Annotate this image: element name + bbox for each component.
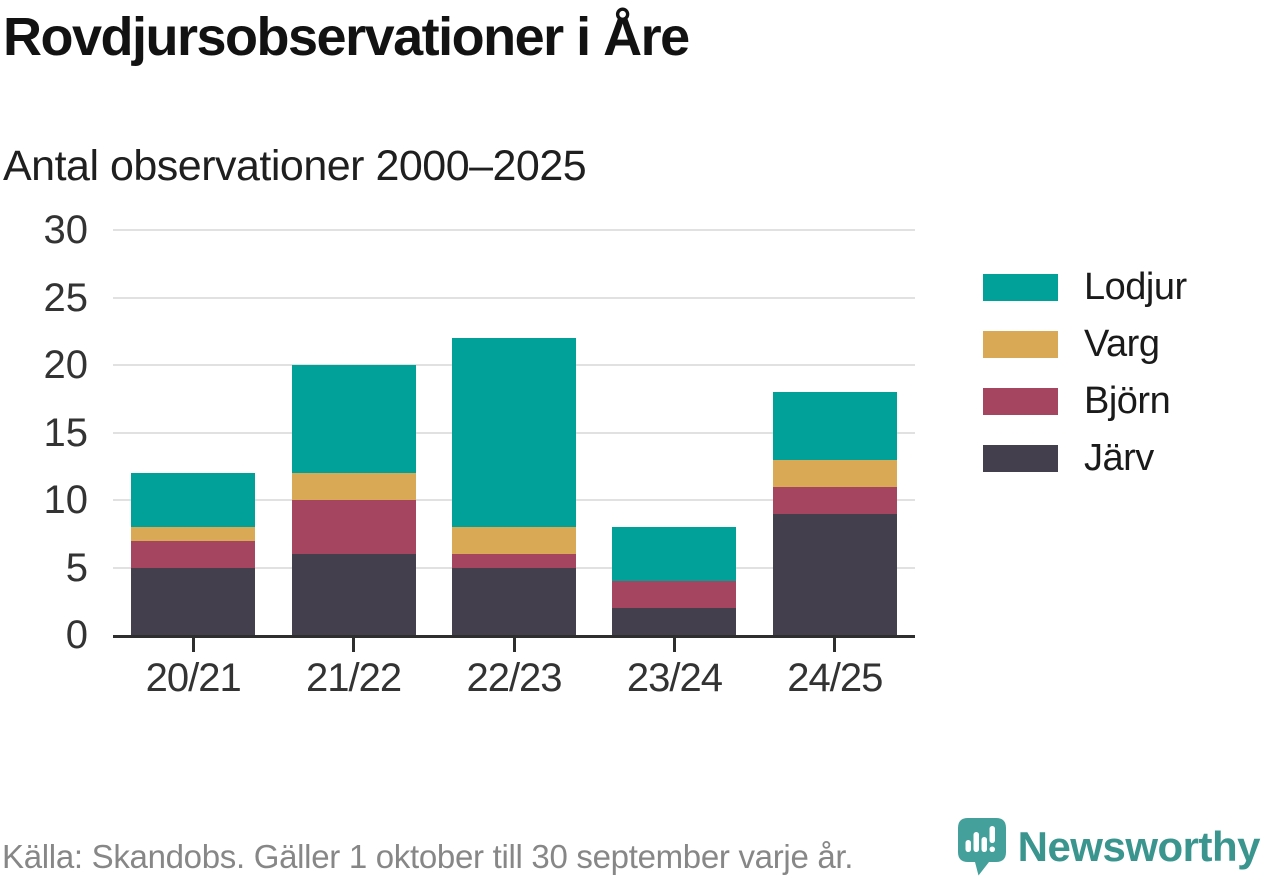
x-axis-label: 24/25 xyxy=(787,656,883,700)
stacked-bar-24/25 xyxy=(772,392,897,635)
x-axis-label: 23/24 xyxy=(626,656,723,700)
legend-item-järv: Järv xyxy=(983,437,1187,480)
stacked-bar-23/24 xyxy=(612,527,737,635)
newsworthy-wordmark: Newsworthy xyxy=(1017,822,1261,870)
gridline-25 xyxy=(113,296,915,299)
y-axis-label: 10 xyxy=(43,478,89,522)
bar-slot-23/24 xyxy=(594,230,754,635)
bar-segment-björn xyxy=(131,540,256,568)
x-tick xyxy=(672,638,676,652)
legend-swatch-björn xyxy=(983,388,1058,415)
gridline-30 xyxy=(113,229,915,231)
legend-label: Lodjur xyxy=(1084,266,1187,308)
bar-segment-björn xyxy=(772,486,897,514)
x-slot-21/22: 21/22 xyxy=(273,638,433,701)
bar-segment-lodjur xyxy=(452,338,577,527)
bar-slot-24/25 xyxy=(755,230,915,635)
stacked-bar-22/23 xyxy=(452,338,577,635)
bar-segment-järv xyxy=(452,567,577,635)
source-text: Källa: Skandobs. Gäller 1 oktober till 3… xyxy=(2,838,854,875)
bar-series xyxy=(113,230,915,635)
chart-subtitle: Antal observationer 2000–2025 xyxy=(3,142,587,190)
y-axis-label: 20 xyxy=(43,343,89,387)
y-axis-label: 25 xyxy=(43,275,89,320)
legend-label: Järv xyxy=(1084,437,1154,479)
x-axis-labels: 20/21 21/22 22/23 23/24 24/25 xyxy=(113,638,915,701)
bar-segment-järv xyxy=(772,513,897,635)
legend-swatch-järv xyxy=(983,445,1058,472)
newsworthy-logo: Newsworthy xyxy=(957,817,1261,876)
bar-segment-lodjur xyxy=(291,365,416,473)
stacked-bar-20/21 xyxy=(131,473,256,635)
x-slot-24/25: 24/25 xyxy=(755,638,915,701)
x-axis-label: 20/21 xyxy=(145,656,242,700)
bar-slot-20/21 xyxy=(113,230,273,635)
legend: Lodjur Varg Björn Järv xyxy=(983,266,1187,494)
legend-swatch-varg xyxy=(983,331,1058,358)
x-slot-22/23: 22/23 xyxy=(434,638,594,701)
x-tick xyxy=(512,638,516,652)
x-tick xyxy=(352,638,356,652)
bar-segment-järv xyxy=(131,567,256,635)
bar-segment-lodjur xyxy=(131,473,256,527)
bar-segment-björn xyxy=(612,581,737,608)
bar-slot-21/22 xyxy=(273,230,433,635)
x-axis-label: 21/22 xyxy=(306,656,402,700)
y-axis-label: 15 xyxy=(43,410,89,455)
y-axis-labels: 0 5 10 15 20 25 30 xyxy=(0,209,89,656)
legend-item-varg: Varg xyxy=(983,323,1187,366)
newsworthy-icon xyxy=(957,818,1006,876)
bar-segment-björn xyxy=(291,500,416,554)
x-tick xyxy=(833,638,837,652)
y-axis-label: 0 xyxy=(65,613,88,657)
bar-segment-varg xyxy=(772,459,897,487)
chart-title: Rovdjursobservationer i Åre xyxy=(3,7,690,67)
bar-segment-järv xyxy=(612,608,737,635)
x-slot-20/21: 20/21 xyxy=(113,638,273,701)
bar-segment-lodjur xyxy=(772,392,897,460)
plot-area xyxy=(113,229,915,638)
bar-segment-varg xyxy=(291,473,416,500)
bar-segment-järv xyxy=(291,554,416,635)
bar-segment-björn xyxy=(452,554,577,568)
legend-label: Björn xyxy=(1084,380,1171,422)
y-axis-label: 30 xyxy=(43,208,89,252)
x-axis-label: 22/23 xyxy=(466,656,562,700)
bar-segment-lodjur xyxy=(612,527,737,581)
legend-swatch-lodjur xyxy=(983,274,1058,301)
stacked-bar-21/22 xyxy=(291,365,416,635)
legend-item-lodjur: Lodjur xyxy=(983,266,1187,309)
legend-item-björn: Björn xyxy=(983,380,1187,423)
x-tick xyxy=(191,638,195,652)
y-axis-label: 5 xyxy=(65,545,88,590)
bar-segment-varg xyxy=(131,527,256,541)
legend-label: Varg xyxy=(1084,323,1160,365)
bar-slot-22/23 xyxy=(434,230,594,635)
bar-segment-varg xyxy=(452,527,577,554)
x-slot-23/24: 23/24 xyxy=(594,638,754,701)
